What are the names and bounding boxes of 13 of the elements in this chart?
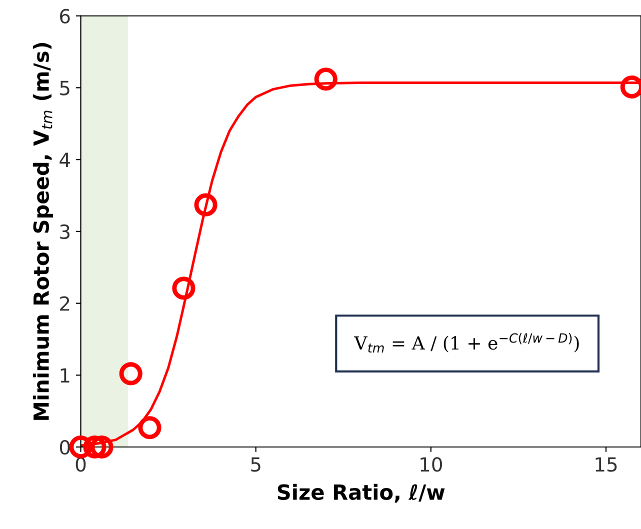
x-axis-title: Size Ratio, ℓ/w — [278, 484, 445, 503]
y-tick-label: 4 — [60, 152, 70, 167]
x-tick-label: 5 — [251, 457, 260, 472]
y-axis-title: Minimum Rotor Speed, V$_{tm}$ (m/s) — [32, 42, 54, 420]
y-tick-label: 6 — [60, 8, 70, 24]
annotation: V$_{tm}$ = A / (1 + e$^{−C(ℓ/w−D)}$) — [354, 333, 579, 352]
y-tick-label: 5 — [60, 80, 70, 96]
x-tick-label: 15 — [596, 457, 617, 472]
y-tick-label: 0 — [60, 440, 70, 455]
y-tick-label: 1 — [60, 368, 70, 383]
y-tick-label: 3 — [60, 224, 70, 240]
x-tick-label: 10 — [420, 457, 442, 472]
y-tick-label: 2 — [60, 296, 70, 311]
